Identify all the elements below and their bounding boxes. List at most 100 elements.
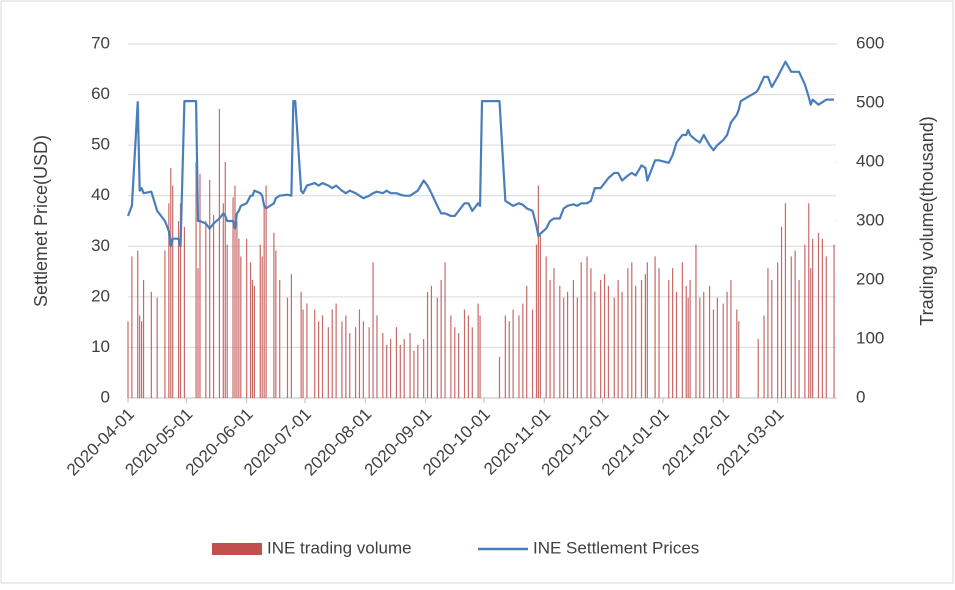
bar [640, 280, 643, 398]
bar [218, 108, 221, 399]
bar [376, 315, 378, 398]
bar [183, 226, 186, 398]
bar [531, 309, 534, 398]
bar [127, 321, 129, 398]
bar [621, 291, 623, 398]
bar [572, 280, 575, 398]
bar [821, 238, 823, 398]
y-tick-label: 30 [91, 236, 110, 255]
bar [504, 315, 506, 398]
bar [273, 232, 275, 398]
bar [382, 333, 384, 398]
bar [763, 315, 765, 398]
bar [479, 315, 481, 398]
bar [403, 339, 405, 398]
bar [386, 344, 388, 398]
bar [644, 274, 646, 398]
bar [417, 344, 419, 398]
bar [222, 203, 224, 398]
bar [563, 297, 565, 398]
bar [354, 327, 357, 398]
bar [798, 280, 800, 398]
bar [566, 291, 569, 398]
bar [767, 268, 769, 398]
bar [454, 327, 456, 398]
bar [498, 356, 501, 398]
bar [539, 232, 541, 398]
bar [810, 268, 812, 398]
bar [341, 321, 343, 398]
bar [703, 291, 705, 398]
bar [368, 327, 370, 398]
bar [300, 291, 302, 398]
bar [512, 309, 514, 398]
bar [631, 262, 633, 398]
bar [708, 285, 711, 398]
bar [240, 256, 242, 398]
bar [804, 244, 806, 398]
bar [790, 256, 792, 398]
bar [784, 203, 787, 398]
bar [212, 215, 215, 398]
y-tick-label: 0 [101, 387, 110, 406]
bar [794, 250, 796, 398]
bar [372, 262, 374, 398]
bar [716, 297, 718, 398]
bar [553, 268, 555, 398]
y-tick-label: 60 [91, 84, 110, 103]
bar [197, 268, 199, 398]
bar [306, 303, 308, 398]
bar [436, 297, 438, 398]
bar [771, 280, 773, 398]
bar [825, 256, 827, 398]
y2-tick-label: 300 [856, 210, 884, 229]
bar [646, 262, 648, 398]
bar [259, 244, 261, 398]
bar [265, 185, 267, 398]
bar [757, 339, 759, 398]
y2-tick-label: 100 [856, 328, 884, 347]
bar [321, 315, 324, 398]
bar [345, 315, 347, 398]
bar [209, 179, 211, 398]
bar [617, 280, 619, 398]
bar [137, 250, 139, 398]
bar [234, 185, 236, 398]
bar [238, 238, 240, 398]
bar [279, 280, 281, 398]
bar [590, 268, 592, 398]
bar [226, 244, 228, 398]
legend-swatch [212, 543, 262, 555]
bar [508, 321, 510, 398]
bar [458, 333, 460, 398]
bar [535, 244, 538, 398]
y2-tick-label: 0 [856, 387, 865, 406]
bar [205, 221, 207, 398]
bar [170, 167, 172, 398]
y2-tick-label: 400 [856, 151, 884, 170]
y2-tick-label: 200 [856, 269, 884, 288]
bar [627, 268, 629, 398]
bar [522, 303, 524, 398]
bar [290, 274, 292, 398]
bar [423, 339, 425, 398]
bar [168, 203, 170, 398]
bar [426, 291, 429, 398]
bar [607, 285, 610, 398]
y2-axis-title: Trading volume(thousand) [917, 116, 937, 325]
bar [440, 280, 442, 398]
bar [722, 303, 724, 398]
bar [600, 280, 602, 398]
bar [253, 285, 256, 398]
y2-tick-label: 600 [856, 33, 884, 52]
bar [358, 309, 361, 398]
bar [395, 327, 398, 398]
bar [232, 197, 234, 398]
bar [131, 256, 133, 398]
bar [654, 256, 656, 398]
bar [141, 321, 143, 398]
bar [335, 303, 337, 398]
y-tick-label: 50 [91, 135, 110, 154]
y-tick-label: 70 [91, 33, 110, 52]
